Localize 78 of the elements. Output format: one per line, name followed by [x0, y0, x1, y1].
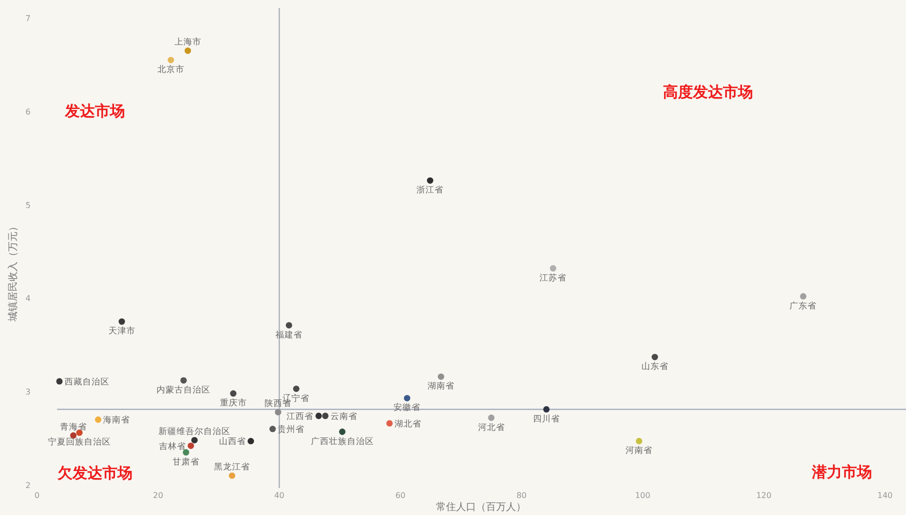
point	[230, 390, 236, 397]
point	[543, 406, 550, 413]
point	[228, 472, 236, 479]
annotation: 江苏省	[540, 272, 567, 284]
x-axis-title: 常住人口（百万人）	[436, 501, 526, 513]
y-tick-label: 2	[25, 481, 31, 490]
x-tick-label: 60	[395, 491, 406, 500]
point	[652, 354, 658, 360]
point	[94, 416, 102, 423]
y-tick-label: 7	[25, 14, 31, 23]
point	[315, 412, 322, 420]
y-tick-label: 4	[25, 294, 31, 304]
annotation: 吉林省	[158, 440, 186, 452]
point	[182, 449, 190, 456]
annotation: 贵州省	[278, 424, 305, 435]
y-tick-label: 5	[25, 200, 31, 210]
point	[488, 414, 494, 421]
annotation: 发达市场	[64, 102, 125, 120]
annotation: 欠发达市场	[56, 464, 132, 482]
annotation: 甘肃省	[172, 456, 200, 468]
annotation: 黑龙江省	[214, 462, 250, 473]
annotation: 江西省	[286, 410, 314, 422]
x-tick-label: 80	[516, 491, 527, 500]
point	[286, 322, 292, 328]
annotation: 内蒙古自治区	[156, 384, 211, 396]
x-tick-label: 140	[877, 491, 893, 500]
annotation: 新疆维吾尔自治区	[158, 426, 230, 438]
annotation: 山东省	[641, 361, 668, 372]
annotation: 潜力市场	[811, 463, 872, 481]
x-tick-label: 0	[34, 491, 40, 500]
annotation: 重庆市	[220, 397, 247, 408]
point	[168, 56, 174, 64]
x-tick-label: 120	[756, 491, 772, 500]
point	[118, 318, 125, 325]
point	[339, 428, 346, 435]
y-tick-label: 3	[25, 388, 31, 397]
annotation: 上海市	[174, 36, 202, 48]
point	[188, 442, 194, 449]
x-tick-label: 40	[274, 491, 284, 500]
x-tick-label: 20	[153, 491, 164, 500]
point	[322, 412, 329, 420]
annotation: 宁夏回族自治区	[48, 436, 111, 448]
point	[248, 438, 254, 444]
point	[293, 386, 300, 392]
annotation: 广东省	[790, 300, 817, 312]
annotation: 天津市	[108, 326, 136, 337]
annotation: 福建省	[275, 329, 302, 340]
point	[269, 426, 276, 432]
annotation: 湖北省	[394, 418, 422, 430]
annotation: 河北省	[478, 422, 505, 433]
y-tick-label: 6	[25, 107, 31, 116]
point	[386, 420, 393, 427]
point	[274, 408, 282, 416]
point	[438, 373, 444, 380]
point	[184, 47, 192, 54]
annotation: 广西壮族自治区	[310, 436, 374, 447]
point	[426, 177, 434, 184]
point	[636, 438, 642, 444]
point	[191, 436, 198, 444]
y-axis-title: 城镇居民收入（万元）	[7, 222, 19, 322]
annotation: 北京市	[157, 64, 184, 76]
annotation: 海南省	[103, 414, 130, 426]
point	[800, 293, 806, 300]
annotation: 安徽省	[394, 402, 421, 414]
annotation: 云南省	[330, 410, 358, 422]
annotation: 四川省	[532, 413, 560, 424]
point	[404, 394, 410, 402]
annotation: 山西省	[218, 436, 246, 448]
annotation: 西藏自治区	[64, 376, 110, 388]
point	[56, 378, 63, 385]
annotation: 青海省	[60, 422, 87, 432]
annotation: 河南省	[626, 445, 653, 456]
annotation: 高度发达市场	[663, 83, 753, 101]
x-tick-label: 100	[635, 491, 650, 500]
point	[550, 265, 556, 272]
point	[180, 377, 187, 384]
annotation: 浙江省	[416, 184, 444, 196]
annotation: 湖南省	[428, 380, 455, 392]
